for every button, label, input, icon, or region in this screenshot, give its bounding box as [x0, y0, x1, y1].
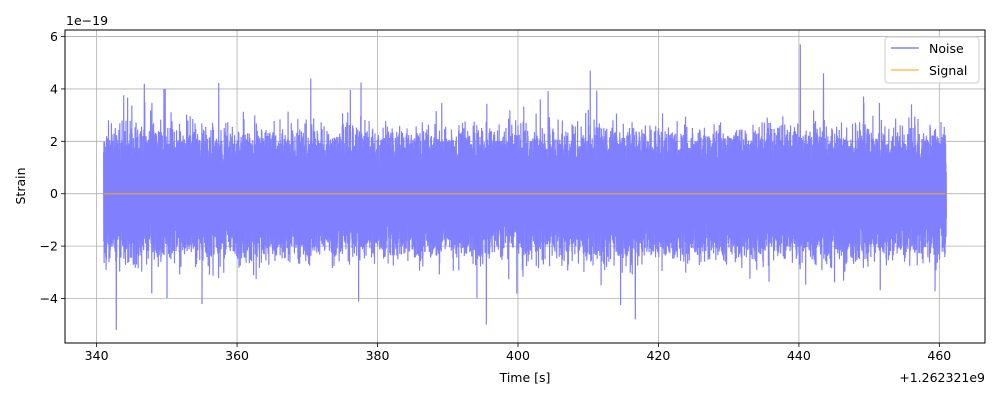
legend: Noise Signal: [884, 36, 980, 84]
y-tick-label: 6: [50, 29, 58, 44]
legend-noise-label: Noise: [929, 41, 964, 56]
y-tick-label: 0: [50, 186, 58, 201]
legend-signal-label: Signal: [929, 63, 967, 78]
x-tick-label: 360: [225, 348, 249, 363]
x-axis-label: Time [s]: [499, 370, 551, 385]
x-tick-label: 340: [85, 348, 109, 363]
x-tick-label: 440: [787, 348, 811, 363]
plot-frame: [64, 29, 986, 344]
x-tick-label: 400: [506, 348, 530, 363]
y-tick-label: 4: [50, 81, 58, 96]
x-offset-label: +1.262321e9: [899, 370, 985, 385]
y-axis-label: Strain: [13, 167, 28, 204]
y-tick-label: 2: [50, 134, 58, 149]
series-layer: [103, 44, 947, 330]
y-scale-label: 1e−19: [66, 13, 108, 28]
ticks: 340 360 380 400 420 440 460 −4 −2 0 2 4 6: [40, 29, 952, 363]
y-tick-label: −2: [40, 239, 58, 254]
x-tick-label: 420: [647, 348, 671, 363]
x-tick-label: 460: [927, 348, 951, 363]
x-tick-label: 380: [366, 348, 390, 363]
noise-series-line: [103, 44, 947, 330]
y-tick-label: −4: [40, 291, 58, 306]
